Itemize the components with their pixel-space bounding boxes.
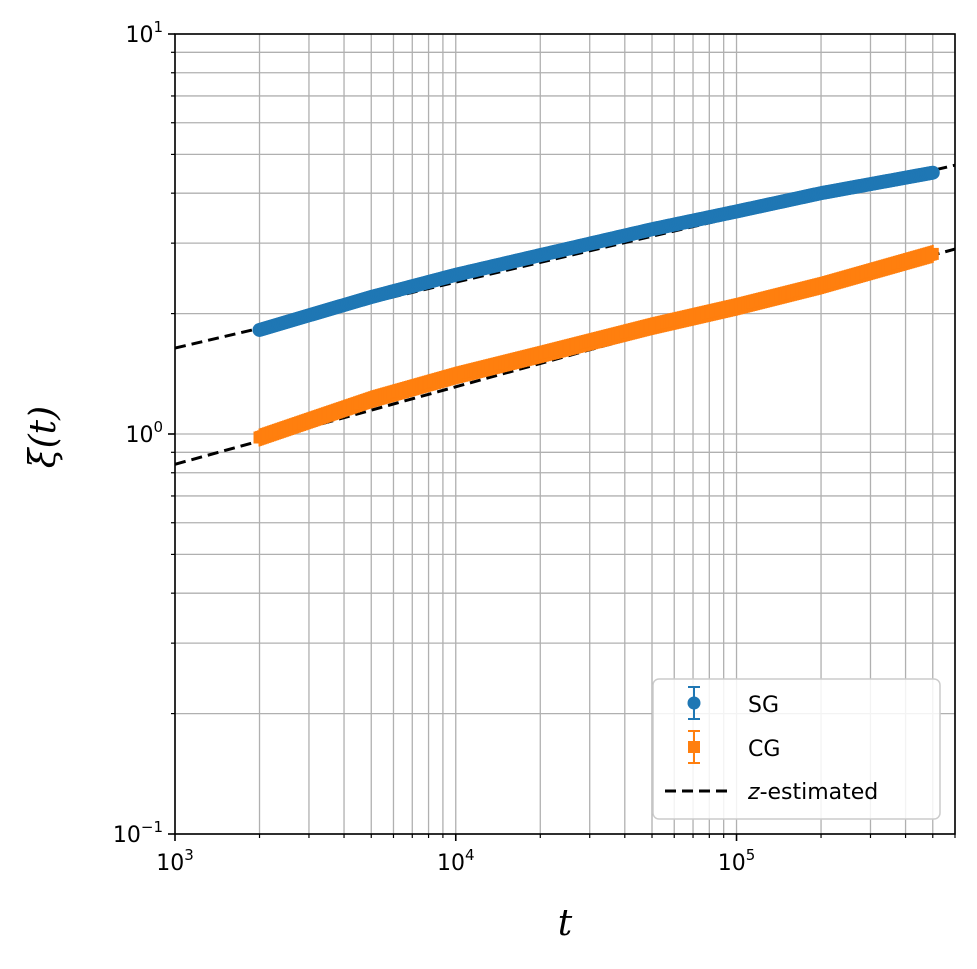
ticks: 103 104 105 10−1 100 101 [113, 18, 956, 876]
y-tick-label: 100 [125, 418, 163, 448]
legend-label-cg: CG [748, 737, 780, 762]
x-axis-title: t [558, 903, 573, 944]
legend: SG CG z-estimated [652, 678, 941, 820]
data-point-sg [925, 165, 940, 180]
x-tick-label: 103 [156, 846, 194, 876]
legend-marker-sg [687, 696, 701, 710]
legend-entry-sg: SG [687, 686, 779, 720]
series-sg [252, 165, 940, 337]
y-tick-label: 10−1 [113, 818, 163, 848]
y-axis-title: ξ(t) [23, 406, 64, 468]
legend-entry-z-estimated: z-estimated [665, 780, 878, 805]
legend-marker-cg [688, 741, 700, 753]
x-tick-label: 104 [437, 846, 475, 876]
x-tick-label: 105 [718, 846, 756, 876]
series-markers [252, 165, 940, 447]
y-tick-label: 101 [125, 18, 163, 48]
legend-label-z-estimated: z-estimated [747, 780, 878, 805]
legend-label-sg: SG [748, 693, 779, 718]
legend-entry-cg: CG [688, 730, 780, 764]
series-cg [253, 244, 939, 447]
legend-box [652, 678, 941, 820]
